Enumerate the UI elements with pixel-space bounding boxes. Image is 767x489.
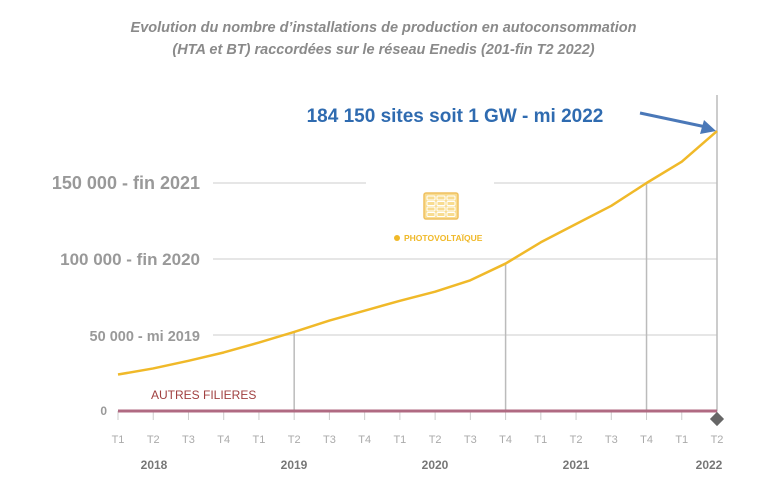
x-tick-label: T1 xyxy=(253,434,266,446)
series-label-autres: AUTRES FILIERES xyxy=(151,388,256,402)
x-tick-label: T1 xyxy=(393,434,406,446)
x-tick-label: T3 xyxy=(182,434,195,446)
year-label: 2018 xyxy=(141,458,168,472)
chart-subtitle: (HTA et BT) raccordées sur le réseau Ene… xyxy=(172,42,595,58)
chart-title: Evolution du nombre d’installations de p… xyxy=(130,20,637,36)
legend-dot xyxy=(394,235,400,241)
solar-panel-icon xyxy=(423,192,459,220)
x-tick-label: T4 xyxy=(217,434,230,446)
x-tick-label: T4 xyxy=(358,434,371,446)
x-tick-label: T4 xyxy=(499,434,512,446)
x-tick-label: T1 xyxy=(534,434,547,446)
annotation-label: 184 150 sites soit 1 GW - mi 2022 xyxy=(307,106,604,127)
y-tick-label: 50 000 - mi 2019 xyxy=(90,329,200,345)
x-tick-label: T2 xyxy=(711,434,724,446)
x-tick-label: T1 xyxy=(675,434,688,446)
y-tick-label: 0 xyxy=(100,404,107,418)
year-label: 2022 xyxy=(696,458,723,472)
series-line-photovoltaique xyxy=(117,130,718,376)
y-tick-label: 100 000 - fin 2020 xyxy=(60,250,200,269)
x-tick-label: T4 xyxy=(640,434,653,446)
x-tick-label: T3 xyxy=(323,434,336,446)
annotation-arrow xyxy=(639,111,707,129)
x-tick-label: T2 xyxy=(288,434,301,446)
x-tick-label: T3 xyxy=(464,434,477,446)
x-tick-label: T3 xyxy=(605,434,618,446)
series-label-photovoltaique: PHOTOVOLTAÏQUE xyxy=(404,233,483,243)
y-tick-label: 150 000 - fin 2021 xyxy=(52,173,200,193)
x-tick-label: T2 xyxy=(570,434,583,446)
x-tick-label: T2 xyxy=(429,434,442,446)
x-tick-label: T2 xyxy=(147,434,160,446)
end-marker-icon xyxy=(709,411,725,427)
arrow-head-icon xyxy=(700,120,716,134)
year-label: 2021 xyxy=(563,458,590,472)
year-label: 2019 xyxy=(281,458,308,472)
year-label: 2020 xyxy=(422,458,449,472)
x-tick-label: T1 xyxy=(112,434,125,446)
